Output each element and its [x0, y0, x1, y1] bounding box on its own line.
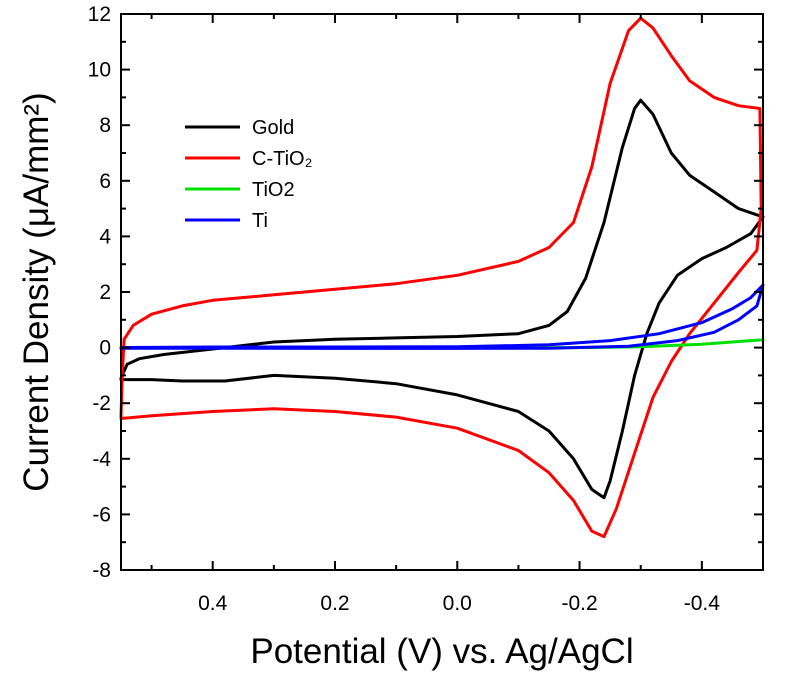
- y-tick-label: 8: [99, 114, 111, 137]
- y-tick-label: -6: [92, 503, 111, 526]
- y-tick-label: -8: [92, 559, 111, 582]
- y-tick-label: 0: [99, 337, 111, 360]
- y-tick-label: -2: [92, 392, 111, 415]
- y-tick-label: 12: [88, 3, 111, 26]
- x-tick-label: -0.2: [561, 592, 597, 615]
- y-tick-label: 4: [99, 225, 111, 248]
- x-tick-label: 0.4: [198, 592, 228, 615]
- x-tick-label: 0.2: [320, 592, 349, 615]
- legend-label: C-TiO₂: [252, 148, 312, 170]
- x-tick-label: 0.0: [443, 592, 472, 615]
- axes: -8 -6 -4 -2 0 2 4 6 8 10 12 0.4 0.2 0.0 -0.2 -0.4: [88, 3, 764, 615]
- y-tick-label: -4: [92, 448, 111, 471]
- legend-label: Gold: [252, 117, 294, 139]
- legend-label: TiO2: [252, 179, 295, 201]
- x-tick-label: -0.4: [684, 592, 721, 615]
- y-tick-label: 2: [99, 281, 111, 304]
- y-tick-label: 6: [99, 170, 111, 193]
- x-axis-title: Potential (V) vs. Ag/AgCl: [250, 632, 633, 671]
- y-tick-label: 10: [88, 59, 111, 82]
- series-line-ti: [119, 283, 765, 350]
- y-axis-title: Current Density (μA/mm²): [17, 92, 56, 491]
- legend-label: Ti: [252, 210, 268, 232]
- plot-area: [119, 16, 765, 539]
- series-line-c-tio-: [119, 16, 763, 539]
- legend: Gold C-TiO₂ TiO2 Ti: [185, 117, 312, 232]
